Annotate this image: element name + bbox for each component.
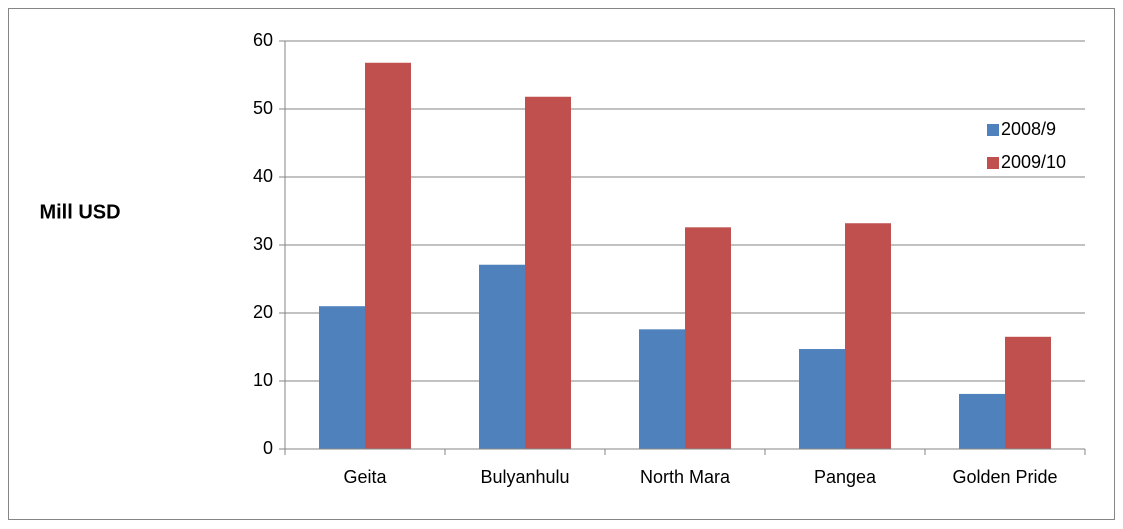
legend-label: 2008/9 (1001, 119, 1056, 139)
y-tick-label: 30 (253, 234, 273, 254)
bar (365, 62, 411, 449)
x-tick-label: North Mara (640, 467, 731, 487)
legend-swatch (987, 157, 999, 169)
y-axis-label: Mill USD (39, 201, 120, 223)
x-tick-label: Bulyanhulu (480, 467, 569, 487)
y-tick-label: 50 (253, 98, 273, 118)
y-tick-label: 0 (263, 438, 273, 458)
y-tick-label: 10 (253, 370, 273, 390)
y-tick-label: 60 (253, 30, 273, 50)
x-tick-label: Geita (343, 467, 387, 487)
x-tick-label: Pangea (814, 467, 877, 487)
bar (319, 306, 365, 449)
bar (639, 329, 685, 449)
y-tick-label: 20 (253, 302, 273, 322)
bar (799, 349, 845, 449)
legend-label: 2009/10 (1001, 152, 1066, 172)
bar (685, 227, 731, 449)
bar (479, 264, 525, 449)
bar (959, 393, 1005, 449)
x-tick-label: Golden Pride (952, 467, 1057, 487)
legend-swatch (987, 124, 999, 136)
bar (1005, 336, 1051, 449)
bar (845, 223, 891, 449)
bar (525, 96, 571, 449)
y-tick-label: 40 (253, 166, 273, 186)
